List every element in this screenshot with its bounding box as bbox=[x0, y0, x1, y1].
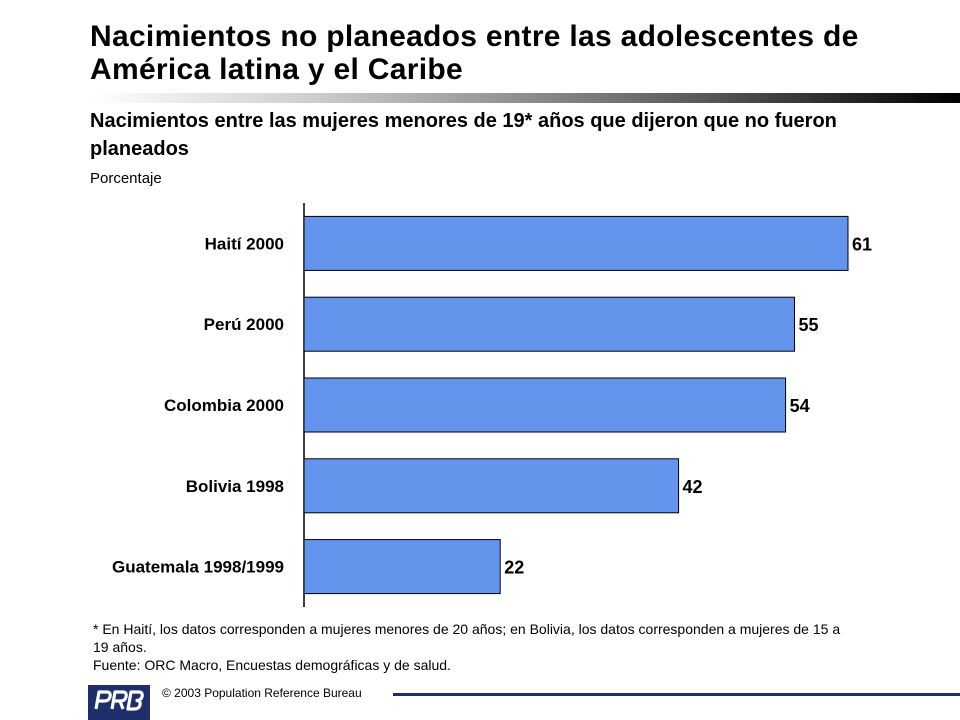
bar-4 bbox=[303, 539, 501, 595]
title-divider bbox=[90, 93, 960, 103]
bar-chart: Haití 2000 61 Perú 2000 55 Colombia 2000 54 Bo… bbox=[112, 203, 872, 607]
category-label-1: Perú 2000 bbox=[204, 315, 284, 334]
value-label-3: 42 bbox=[683, 477, 703, 497]
unit-label: Porcentaje bbox=[90, 170, 162, 187]
category-label-4: Guatemala 1998/1999 bbox=[112, 558, 284, 577]
footnote-source: Fuente: ORC Macro, Encuestas demográfica… bbox=[93, 657, 451, 673]
value-label-4: 22 bbox=[504, 558, 524, 578]
footer-divider bbox=[393, 693, 960, 696]
bar-1 bbox=[303, 296, 795, 352]
bar-2 bbox=[303, 377, 787, 433]
footnotes: * En Haití, los datos corresponden a muj… bbox=[93, 620, 853, 674]
footnote-note: * En Haití, los datos corresponden a muj… bbox=[93, 621, 841, 655]
prb-logo bbox=[88, 685, 150, 720]
page-title: Nacimientos no planeados entre las adole… bbox=[90, 20, 859, 86]
bar-0 bbox=[303, 215, 849, 271]
copyright-text: © 2003 Population Reference Bureau bbox=[162, 686, 362, 700]
value-label-1: 55 bbox=[798, 315, 818, 335]
category-label-3: Bolivia 1998 bbox=[186, 477, 284, 496]
bar-3 bbox=[303, 458, 680, 514]
chart-subtitle: Nacimientos entre las mujeres menores de… bbox=[90, 110, 837, 160]
category-label-2: Colombia 2000 bbox=[164, 396, 284, 415]
value-label-2: 54 bbox=[790, 396, 810, 416]
prb-logo-mark bbox=[94, 690, 144, 711]
category-label-0: Haití 2000 bbox=[205, 234, 284, 253]
value-label-0: 61 bbox=[852, 234, 872, 254]
